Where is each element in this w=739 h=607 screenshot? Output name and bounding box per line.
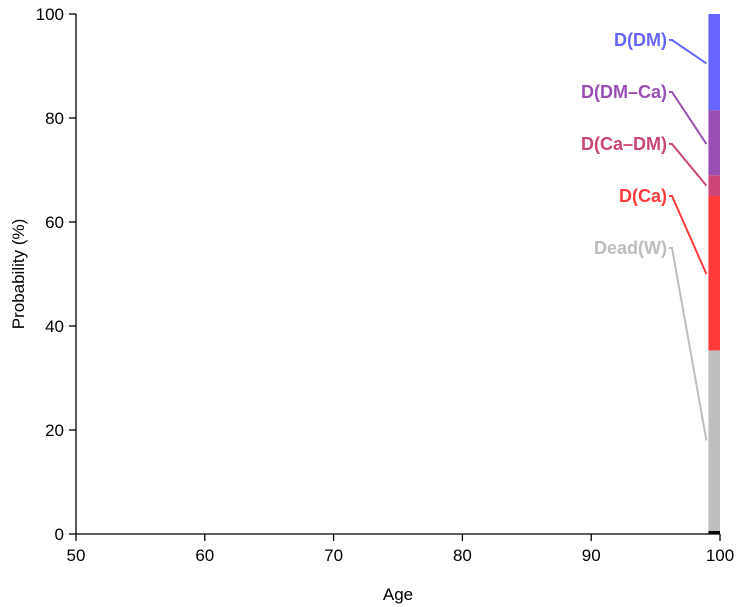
stack-band-4 (708, 110, 720, 176)
stack-band-1 (708, 350, 720, 531)
state-label-2: D(Ca–DM) (581, 134, 667, 154)
y-tick-label-5: 100 (36, 5, 64, 24)
state-label-4: Dead(W) (594, 238, 667, 258)
stack-band-3 (708, 175, 720, 196)
y-axis-title: Probability (%) (9, 219, 28, 330)
stack-band-5 (708, 14, 720, 111)
x-axis-ticks: 50 60 70 80 90 100 (67, 534, 734, 565)
y-tick-label-3: 60 (45, 213, 64, 232)
y-tick-label-4: 80 (45, 109, 64, 128)
state-label-3: D(Ca) (619, 186, 667, 206)
y-tick-label-0: 0 (55, 525, 64, 544)
x-tick-label-3: 80 (453, 546, 472, 565)
x-tick-label-4: 90 (582, 546, 601, 565)
y-tick-label-1: 20 (45, 421, 64, 440)
stack-band-2 (708, 196, 720, 351)
leader-line-1 (669, 91, 708, 145)
y-tick-label-2: 40 (45, 317, 64, 336)
leader-lines (669, 39, 708, 441)
state-label-0: D(DM) (614, 30, 667, 50)
stack-layer (708, 14, 720, 534)
x-tick-label-5: 100 (706, 546, 734, 565)
state-labels: D(DM) D(DM–Ca) D(Ca–DM) D(Ca) Dead(W) (581, 30, 667, 258)
leader-line-3 (669, 195, 708, 275)
leader-line-4 (669, 247, 708, 441)
x-tick-label-2: 70 (324, 546, 343, 565)
x-tick-label-1: 60 (195, 546, 214, 565)
x-tick-label-0: 50 (67, 546, 86, 565)
y-axis-ticks: 0 20 40 60 80 100 (36, 5, 76, 544)
x-axis-title: Age (383, 585, 413, 604)
leader-line-2 (669, 143, 708, 187)
stack-band-0 (708, 530, 720, 534)
state-label-1: D(DM–Ca) (581, 82, 667, 102)
leader-line-0 (669, 39, 707, 65)
